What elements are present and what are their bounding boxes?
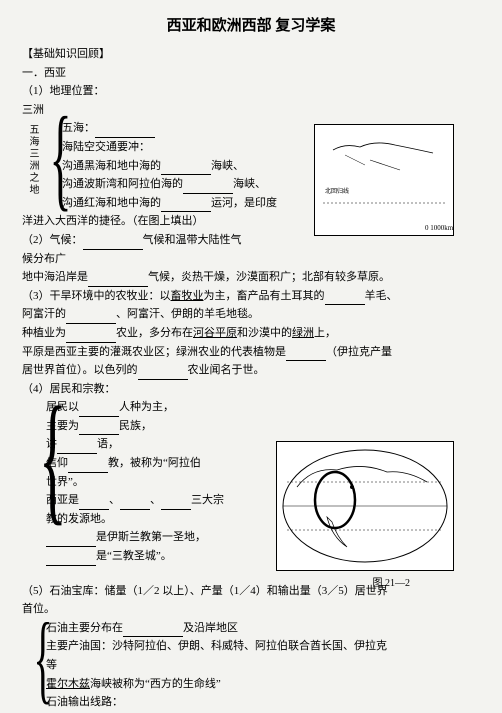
t: 海峡被称为“西方的生命线”: [90, 678, 221, 690]
blank: [325, 293, 365, 305]
brace-3: {: [33, 608, 52, 708]
blank: [123, 625, 183, 637]
blank: [88, 275, 148, 287]
t: 石油主要分布在: [46, 622, 123, 634]
t: 、阿富汗、伊朗的羊毛地毯。: [116, 308, 259, 320]
vlabel-a: 五海三洲之地: [24, 124, 40, 196]
t: 主要产油国：沙特阿拉伯、伊朗、科威特、阿拉伯联合酋长国、伊拉克: [22, 638, 480, 656]
t: 民族，: [119, 420, 152, 432]
t: 羊毛、: [365, 290, 398, 302]
map-west-asia: 北回归线 0 1000km: [314, 124, 454, 236]
blank: [95, 126, 155, 138]
t: 河谷平原: [193, 327, 237, 339]
s1-5: （5）石油宝库：储量（1／2 以上）、产量（1／4）和输出量（3／5）居世界: [22, 583, 480, 601]
t: 阿富汗的: [22, 308, 66, 320]
t: 教，被称为“阿拉伯: [108, 457, 201, 469]
blank: [79, 498, 109, 510]
t: 居世界首位）。以色列的: [22, 364, 138, 376]
t: 和沙漠中的: [237, 327, 292, 339]
blank: [66, 331, 116, 343]
blank: [161, 200, 211, 212]
map-svg-2: [277, 442, 453, 570]
page-title: 西亚和欧洲西部 复习学案: [22, 14, 480, 38]
t: 是伊斯兰教第一圣地，: [96, 531, 206, 543]
t: 种植业为: [22, 327, 66, 339]
blank: [161, 498, 191, 510]
t: 首位。: [22, 601, 480, 619]
blank: [46, 554, 96, 566]
basics-label: 【基础知识回顾】: [22, 46, 480, 64]
blank: [66, 312, 116, 324]
map-world: [276, 441, 454, 571]
t: 气候和温带大陆性气: [143, 234, 242, 246]
blank: [68, 461, 108, 473]
blank: [138, 368, 188, 380]
t: 沟通波斯湾和阿拉伯海的: [62, 178, 183, 190]
blank: [83, 238, 143, 250]
t: 海峡、: [211, 160, 244, 172]
svg-text:0 1000km: 0 1000km: [425, 224, 453, 232]
map-svg-1: 北回归线 0 1000km: [315, 125, 453, 235]
t: 平原是西亚主要的灌溉农业区；绿洲农业的代表植物是: [22, 346, 286, 358]
t: 农业，多分布在: [116, 327, 193, 339]
blank: [79, 405, 119, 417]
svg-text:北回归线: 北回归线: [325, 187, 349, 195]
t: 语，: [97, 438, 119, 450]
t: 三大宗: [191, 494, 224, 506]
t: 为主，畜产品有土耳其的: [204, 290, 325, 302]
t: 等: [22, 657, 480, 675]
t: 海峡、: [233, 178, 266, 190]
t: 畜牧业: [171, 290, 204, 302]
blank: [183, 182, 233, 194]
blank: [79, 423, 119, 435]
t: 地中海沿岸是: [22, 271, 88, 283]
t: 石油输出线路：: [22, 694, 480, 712]
brace-1: {: [50, 100, 72, 215]
s1-1: （1）地理位置：: [22, 83, 480, 101]
t: 上，: [314, 327, 336, 339]
t: 候分布广: [22, 251, 480, 269]
map2-caption: 图 21—2: [373, 576, 411, 592]
t: （3）干旱环境中的农牧业：以: [22, 290, 171, 302]
s1-1a: 三洲: [22, 102, 480, 120]
t: 沟通黑海和地中海的: [62, 160, 161, 172]
t: 及沿岸地区: [183, 622, 238, 634]
blank: [120, 498, 150, 510]
t: 气候，炎热干燥，沙漠面积广；北部有较多草原。: [148, 271, 390, 283]
t: （2）气候：: [22, 234, 83, 246]
t: 绿洲: [292, 327, 314, 339]
s1-head: 一．西亚: [22, 65, 480, 83]
t: 运河，是印度: [211, 197, 277, 209]
s1-4: （4）居民和宗教：: [22, 381, 480, 399]
t: 是“三教圣城”。: [96, 550, 172, 562]
t: 沟通红海和地中海的: [62, 197, 161, 209]
content: 【基础知识回顾】 一．西亚 （1）地理位置： 三洲 北回归线 0 1000km …: [22, 46, 480, 712]
t: （伊拉克产量: [326, 346, 392, 358]
blank: [161, 163, 211, 175]
brace-2: {: [39, 386, 67, 531]
t: 农业闻名于世。: [188, 364, 265, 376]
t: 人种为主，: [119, 401, 174, 413]
blank: [286, 349, 326, 361]
